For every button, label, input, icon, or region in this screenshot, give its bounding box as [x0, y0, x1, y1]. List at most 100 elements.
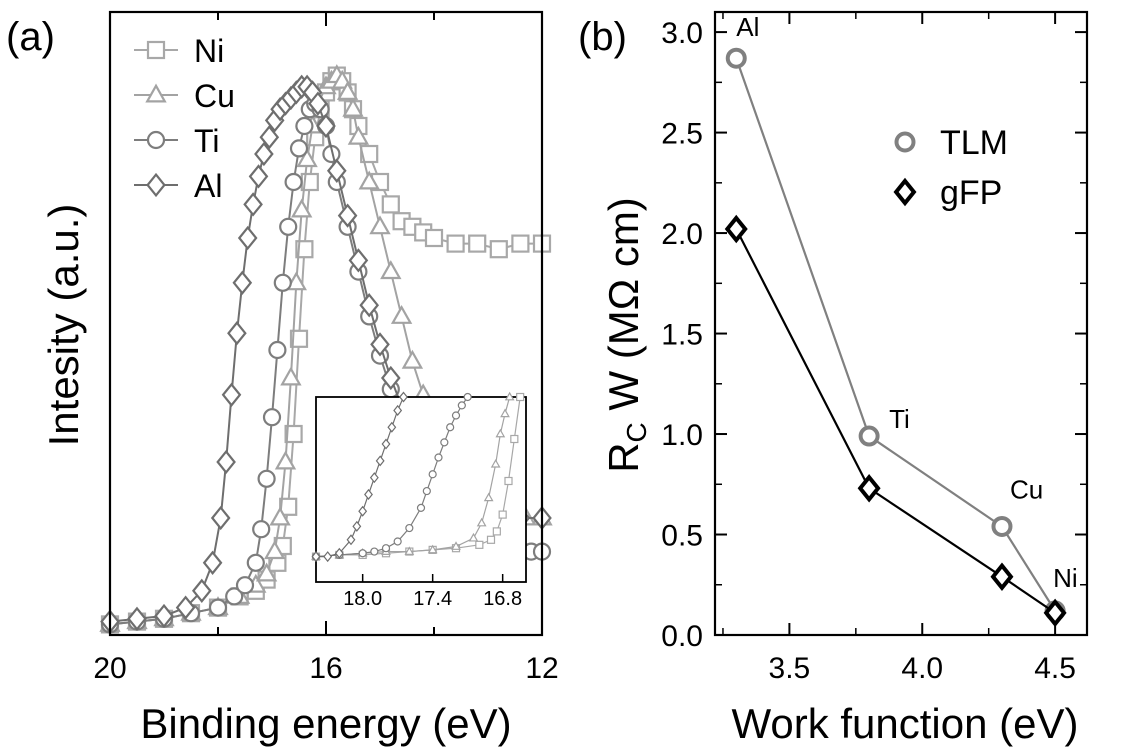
data-point	[248, 164, 269, 189]
y-tick-label: 0.0	[661, 620, 703, 653]
panel-a: (a) Intesity (a.u.) Binding energy (eV) …	[6, 10, 559, 747]
inset-series-ti	[311, 392, 472, 561]
data-point	[269, 506, 291, 526]
data-point	[208, 598, 228, 617]
data-point	[337, 203, 358, 228]
inset-tick-label: 18.0	[343, 588, 382, 610]
x-tick-label: 12	[525, 652, 558, 685]
data-point	[280, 366, 302, 386]
data-point	[401, 349, 424, 369]
inset-point	[504, 476, 513, 486]
data-point	[446, 234, 465, 253]
inset-point	[483, 492, 494, 502]
point-annotation: Ti	[889, 404, 910, 434]
inset-point	[446, 423, 455, 432]
inset-point	[476, 517, 487, 527]
panel-b: (b) RC W (MΩ cm) Work function (eV) 0.00…	[578, 10, 1089, 747]
point-annotation: Cu	[1010, 474, 1043, 504]
legend-label: Ti	[194, 123, 219, 159]
data-point	[369, 215, 391, 235]
inset-point	[492, 527, 501, 536]
data-point	[210, 505, 231, 531]
data-point	[289, 139, 309, 158]
data-point	[342, 97, 364, 117]
legend-label: Ni	[194, 33, 224, 69]
data-point	[360, 144, 379, 164]
inset-point	[427, 544, 438, 554]
data-point	[308, 91, 328, 116]
panel-a-label: (a)	[6, 15, 55, 59]
y-tick-label: 1.0	[661, 419, 703, 452]
series-gfp	[724, 214, 1067, 628]
inset-point	[495, 428, 506, 438]
data-point	[858, 425, 880, 447]
panel-a-inset: 18.0 17.4 16.8	[311, 391, 527, 610]
inset-point	[334, 547, 344, 559]
inset-point	[393, 537, 402, 546]
legend-marker-diamond	[146, 172, 166, 198]
inset-point	[475, 540, 484, 549]
series-tlm	[725, 47, 1066, 622]
legend-label: Al	[194, 168, 222, 204]
inset-point	[416, 503, 426, 512]
data-point	[347, 125, 370, 145]
panel-b-ylabel: RC W (MΩ cm)	[600, 197, 652, 473]
inset-point	[405, 523, 414, 533]
data-point	[348, 248, 369, 273]
data-point	[336, 80, 359, 100]
inset-point	[440, 438, 449, 447]
y-tick-label: 2.5	[661, 118, 703, 151]
panel-b-series	[724, 47, 1067, 628]
legend-item-gfp: gFP	[893, 174, 1002, 212]
y-tick-label: 1.5	[661, 319, 703, 352]
data-point	[296, 148, 318, 168]
data-point	[990, 562, 1014, 591]
data-point	[295, 116, 314, 136]
data-point	[225, 587, 244, 606]
panel-a-legend: Ni Cu Ti Al	[134, 33, 235, 204]
data-point	[381, 195, 400, 214]
legend-label: TLM	[940, 124, 1008, 162]
panel-a-xlabel: Binding energy (eV)	[140, 700, 511, 747]
data-point	[127, 606, 147, 631]
inset-point	[490, 458, 501, 468]
inset-point	[387, 421, 397, 433]
data-point	[284, 172, 303, 192]
inset-line	[315, 396, 469, 558]
data-point	[511, 234, 530, 253]
x-tick-label: 4.0	[901, 652, 943, 685]
inset-point	[486, 535, 496, 544]
series-line-gfp	[735, 228, 1056, 614]
data-point	[273, 273, 292, 292]
data-point	[295, 240, 314, 259]
inset-point	[369, 472, 379, 484]
x-tick-label: 16	[309, 652, 342, 685]
inset-point	[422, 486, 431, 496]
data-point	[274, 450, 297, 470]
data-point	[221, 382, 242, 407]
legend-marker-circle	[894, 131, 916, 153]
data-point	[380, 260, 402, 280]
data-point	[725, 47, 747, 69]
data-point	[390, 304, 413, 324]
data-point	[264, 540, 286, 560]
x-tick-label: 20	[93, 652, 126, 685]
point-annotation: Ni	[1053, 563, 1078, 593]
legend-marker-triangle	[145, 83, 167, 103]
data-point	[1043, 598, 1067, 628]
panel-b-annotations: Al Ti Cu Ni	[736, 12, 1077, 593]
data-point	[246, 553, 265, 572]
inset-point	[323, 551, 333, 563]
data-point	[262, 408, 282, 427]
data-point	[489, 240, 508, 259]
data-point	[279, 217, 298, 236]
data-point	[268, 340, 287, 360]
panel-b-xlabel: Work function (eV)	[731, 700, 1078, 747]
data-point	[724, 214, 748, 244]
inset-series-al	[311, 391, 408, 563]
ylabel-main: R	[600, 442, 647, 472]
inset-point	[399, 391, 408, 403]
inset-point	[498, 510, 507, 519]
x-tick-label: 4.5	[1034, 652, 1076, 685]
